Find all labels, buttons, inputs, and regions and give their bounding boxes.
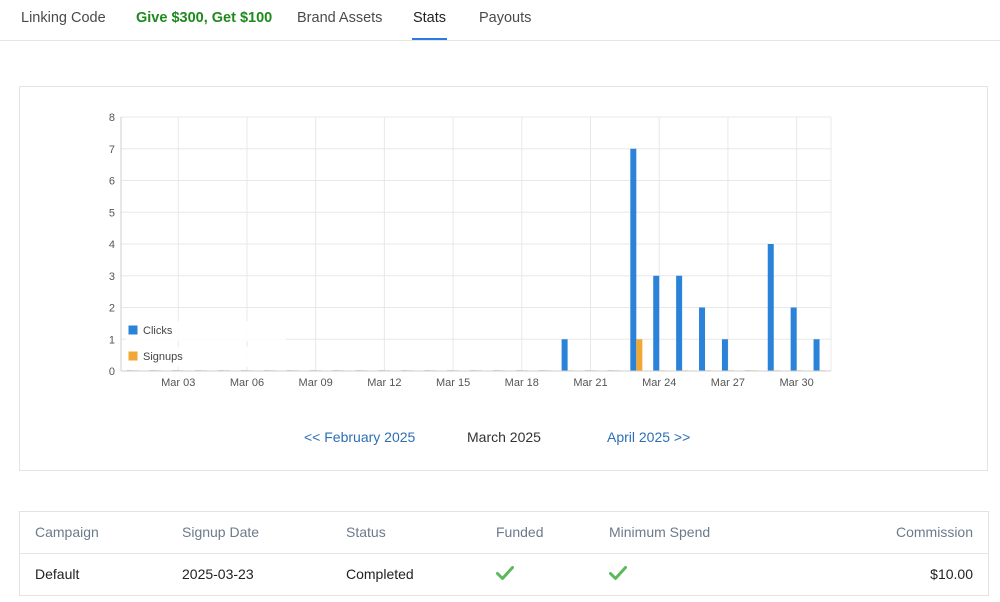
clicks-signups-chart: 0 1 2 3 4 5 6 7 8 Mar 03 Mar 06 Mar 09 Mar 12 Mar 15 M… — [109, 112, 832, 387]
prev-month-link[interactable]: << February 2025 — [304, 429, 416, 445]
campaign-table: Campaign Signup Date Status Funded Minim… — [19, 511, 989, 596]
y-tick-label: 0 — [109, 366, 115, 378]
y-tick-label: 1 — [109, 334, 115, 346]
bar-clicks — [813, 339, 820, 371]
y-tick-label: 2 — [109, 303, 115, 315]
header-minimum-spend: Minimum Spend — [609, 524, 711, 540]
y-tick-label: 6 — [109, 176, 115, 188]
table-row: Default 2025-03-23 Completed $10.00 — [20, 554, 988, 595]
cell-campaign: Default — [35, 566, 80, 582]
header-signup-date: Signup Date — [182, 524, 260, 540]
header-funded: Funded — [496, 524, 544, 540]
tab-linking-code[interactable]: Linking Code — [21, 10, 106, 26]
legend-label-clicks: Clicks — [143, 325, 173, 337]
bar-clicks — [721, 339, 728, 371]
y-tick-label: 8 — [109, 112, 115, 124]
bar-clicks — [699, 307, 706, 371]
x-tick-label: Mar 30 — [780, 377, 814, 387]
x-tick-label: Mar 12 — [367, 377, 401, 387]
x-tick-label: Mar 15 — [436, 377, 470, 387]
tab-give-get[interactable]: Give $300, Get $100 — [136, 10, 273, 26]
y-tick-label: 5 — [109, 207, 115, 219]
bar-clicks — [630, 148, 637, 371]
x-tick-label: Mar 21 — [573, 377, 607, 387]
stats-card: 0 1 2 3 4 5 6 7 8 Mar 03 Mar 06 Mar 09 Mar 12 Mar 15 M… — [19, 86, 988, 471]
x-tick-label: Mar 03 — [161, 377, 195, 387]
legend-label-signups: Signups — [143, 351, 183, 363]
y-tick-label: 4 — [109, 239, 115, 251]
current-month-label: March 2025 — [467, 429, 541, 445]
funded-check-icon — [496, 566, 514, 580]
legend-background — [126, 347, 286, 367]
table-header-row: Campaign Signup Date Status Funded Minim… — [20, 512, 988, 554]
y-tick-label: 7 — [109, 144, 115, 156]
minimum-spend-check-icon — [609, 566, 627, 580]
x-tick-label: Mar 06 — [230, 377, 264, 387]
legend-background — [126, 321, 286, 341]
cell-status: Completed — [346, 566, 414, 582]
header-campaign: Campaign — [35, 524, 99, 540]
bar-clicks — [676, 275, 683, 371]
tab-payouts[interactable]: Payouts — [479, 10, 532, 26]
y-tick-label: 3 — [109, 271, 115, 283]
next-month-link[interactable]: April 2025 >> — [607, 429, 691, 445]
legend-swatch-signups — [127, 350, 139, 362]
bar-clicks — [790, 307, 797, 371]
bar-clicks — [767, 244, 774, 371]
header-status: Status — [346, 524, 386, 540]
x-tick-label: Mar 24 — [642, 377, 676, 387]
cell-commission: $10.00 — [930, 566, 973, 582]
tab-stats[interactable]: Stats — [412, 0, 447, 40]
cell-signup-date: 2025-03-23 — [182, 566, 254, 582]
bar-clicks — [653, 275, 660, 371]
tab-brand-assets[interactable]: Brand Assets — [297, 10, 383, 26]
bar-clicks — [561, 339, 568, 371]
bar-signups — [636, 339, 643, 371]
header-commission: Commission — [895, 524, 973, 540]
tab-bar: Linking Code Give $300, Get $100 Brand A… — [0, 0, 1000, 41]
x-tick-label: Mar 18 — [505, 377, 539, 387]
x-tick-label: Mar 09 — [299, 377, 333, 387]
x-tick-label: Mar 27 — [711, 377, 745, 387]
legend-swatch-clicks — [127, 324, 139, 336]
